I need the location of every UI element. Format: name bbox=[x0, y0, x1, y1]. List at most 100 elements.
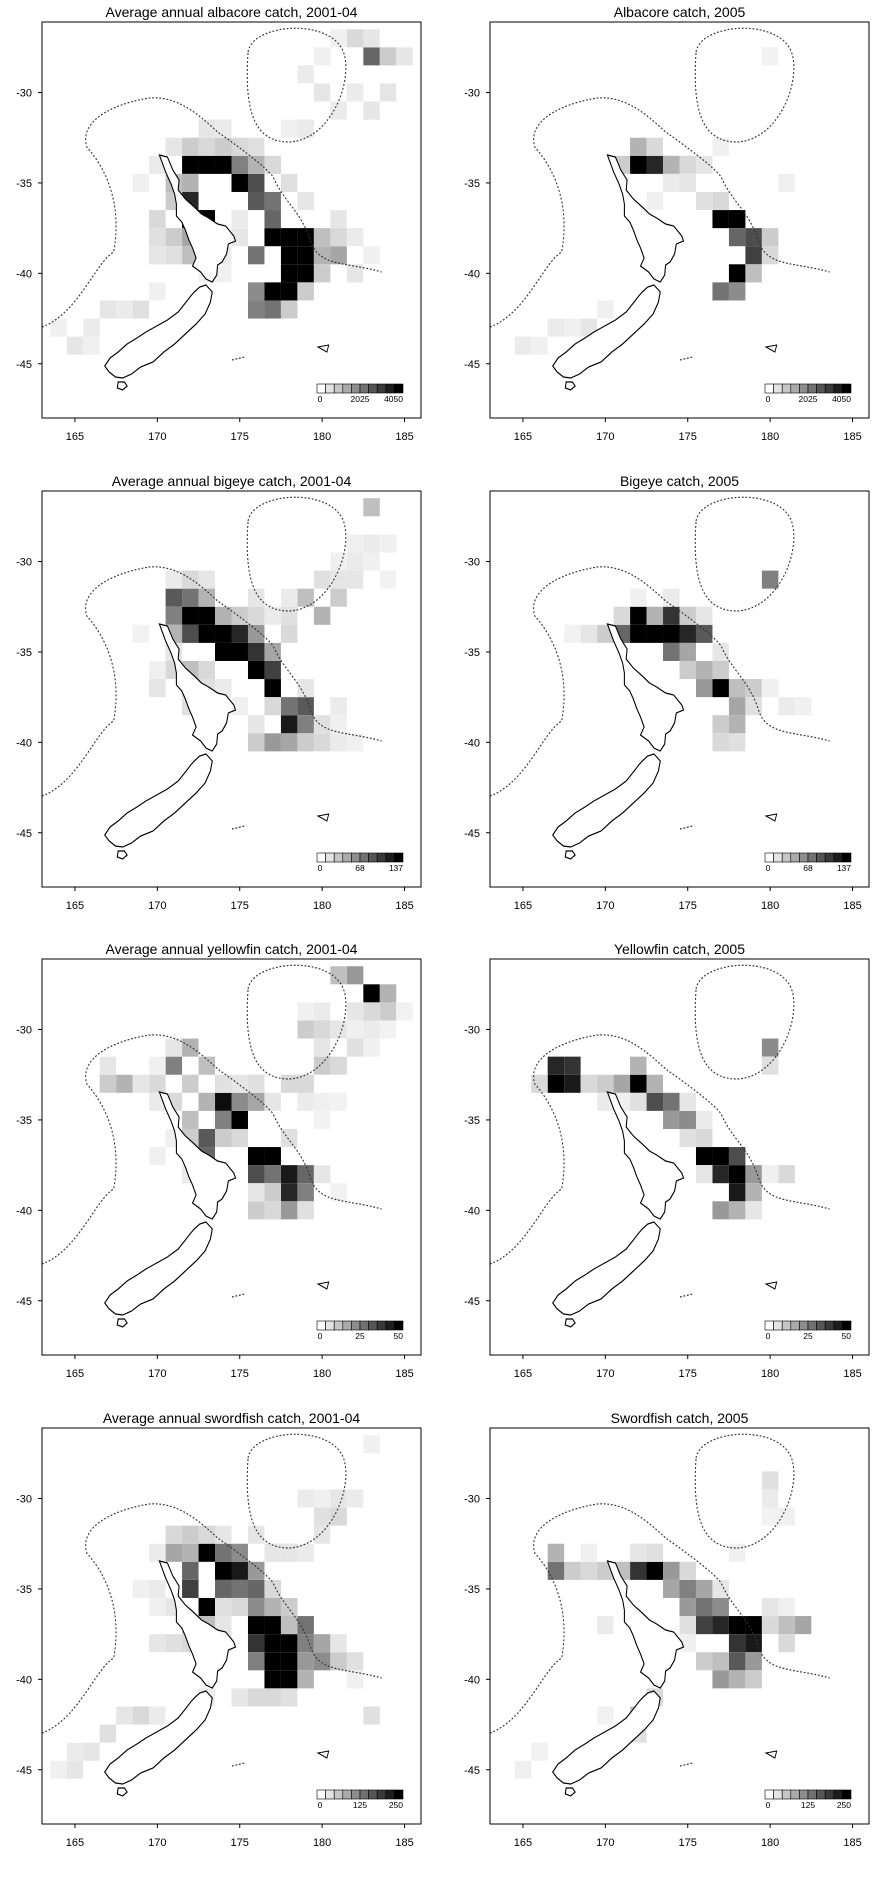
heatmap-cell bbox=[99, 1724, 117, 1743]
y-tick-label: -40 bbox=[464, 1674, 480, 1686]
heatmap-cell bbox=[663, 173, 680, 192]
y-tick-label: -35 bbox=[464, 1584, 480, 1596]
panel: Average annual bigeye catch, 2001-04 -30 -… bbox=[16, 473, 422, 912]
heatmap-cell bbox=[646, 1074, 664, 1093]
heatmap-cell bbox=[132, 1579, 150, 1598]
y-tick-label: -45 bbox=[464, 828, 480, 840]
heatmap-cell bbox=[564, 1074, 581, 1093]
plot-frame bbox=[41, 490, 422, 888]
heatmap-cell bbox=[149, 246, 166, 265]
heatmap-cell bbox=[215, 624, 232, 643]
heatmap-cell bbox=[514, 1760, 532, 1779]
heatmap-cell bbox=[712, 642, 729, 661]
legend-label: 0 bbox=[318, 394, 323, 404]
legend-swatch bbox=[842, 852, 852, 863]
panel-title: Albacore catch, 2005 bbox=[614, 4, 746, 20]
heatmap-cell bbox=[330, 1020, 347, 1039]
y-tick-label: -35 bbox=[16, 647, 32, 659]
x-tick-label: 185 bbox=[843, 1368, 861, 1380]
legend: 0 25 50 bbox=[764, 1320, 852, 1341]
heatmap-cell bbox=[630, 1561, 647, 1580]
x-tick-label: 165 bbox=[66, 1368, 84, 1380]
heatmap-cell bbox=[247, 1597, 265, 1617]
heatmap-cell bbox=[198, 588, 216, 607]
heatmap-cell bbox=[182, 1074, 199, 1093]
legend-swatch bbox=[790, 1320, 800, 1331]
legend-swatch bbox=[368, 1789, 378, 1800]
panel-title: Average annual bigeye catch, 2001-04 bbox=[112, 473, 352, 489]
eez-boundary bbox=[41, 27, 382, 328]
heatmap-cell bbox=[198, 570, 216, 589]
legend-swatch bbox=[342, 1320, 352, 1331]
heatmap-cell bbox=[247, 606, 265, 625]
y-tick-label: -45 bbox=[16, 1765, 32, 1777]
legend-swatch bbox=[790, 1789, 800, 1800]
x-tick-label: 175 bbox=[231, 431, 249, 443]
heatmap-cell bbox=[363, 1038, 380, 1057]
y-tick-label: -40 bbox=[16, 737, 32, 749]
coastline bbox=[104, 1690, 213, 1785]
heatmap-cell bbox=[182, 155, 199, 174]
heatmap-cell bbox=[297, 1634, 314, 1653]
legend-swatch bbox=[385, 1789, 395, 1800]
heatmap-cell bbox=[50, 318, 67, 337]
coastline bbox=[116, 850, 128, 860]
legend-label: 0 bbox=[766, 1800, 771, 1810]
y-tick-label: -45 bbox=[16, 1296, 32, 1308]
plot-frame bbox=[489, 490, 870, 888]
heatmap-cell bbox=[630, 1056, 647, 1075]
heatmap-cell bbox=[547, 318, 565, 337]
heatmap-cell bbox=[182, 1038, 199, 1057]
panel: Average annual yellowfin catch, 2001-04 -… bbox=[16, 941, 422, 1380]
heatmap-cell bbox=[297, 191, 314, 211]
heatmap-cell bbox=[346, 83, 364, 102]
heatmap-cell bbox=[198, 1597, 216, 1617]
heatmap-cell bbox=[280, 264, 298, 283]
heatmap-cell bbox=[280, 588, 298, 607]
heatmap-cell bbox=[280, 1597, 298, 1617]
heatmap-cell bbox=[346, 1038, 364, 1057]
heatmap-cell bbox=[728, 210, 746, 229]
heatmap-cell bbox=[247, 1183, 265, 1202]
heatmap-cell bbox=[346, 552, 364, 571]
legend-swatch bbox=[799, 383, 809, 394]
heatmap-cell bbox=[280, 173, 298, 192]
legend-swatch bbox=[764, 383, 774, 394]
x-tick-label: 165 bbox=[514, 1837, 532, 1849]
plot-frame bbox=[489, 1427, 870, 1825]
heatmap-cell bbox=[215, 679, 232, 698]
heatmap-cell bbox=[630, 155, 647, 174]
heatmap-cell bbox=[745, 1165, 762, 1184]
heatmap-cell bbox=[247, 137, 265, 156]
heatmap-cell bbox=[728, 1183, 746, 1202]
heatmap-cell bbox=[231, 155, 248, 174]
heatmap-cell bbox=[679, 1597, 696, 1617]
plot-background bbox=[490, 22, 869, 418]
heatmap-cell bbox=[50, 1760, 67, 1779]
heatmap-cell bbox=[66, 336, 84, 355]
legend-swatch bbox=[824, 852, 835, 863]
heatmap-cell bbox=[247, 191, 265, 211]
legend-label: 0 bbox=[318, 1331, 323, 1341]
heatmap-cell bbox=[247, 300, 265, 319]
heatmap-cell bbox=[679, 1634, 696, 1653]
legend-label: 137 bbox=[389, 863, 403, 873]
heatmap-cell bbox=[313, 606, 331, 625]
heatmap-cell bbox=[728, 1147, 746, 1166]
heatmap-cell bbox=[231, 1688, 248, 1707]
heatmap-cell bbox=[198, 119, 216, 138]
heatmap-cell bbox=[531, 336, 548, 355]
heatmap-cell bbox=[198, 624, 216, 643]
heatmap-cell bbox=[99, 1074, 117, 1093]
heatmap-cell bbox=[231, 642, 248, 661]
legend-swatch bbox=[764, 1320, 774, 1331]
chatham-islands bbox=[764, 1750, 778, 1759]
x-tick-label: 185 bbox=[395, 431, 413, 443]
heatmap-cell bbox=[346, 966, 364, 985]
heatmap-cell bbox=[330, 1634, 347, 1653]
heatmap-cell bbox=[313, 1507, 331, 1526]
heatmap-cell bbox=[215, 1597, 232, 1617]
y-tick-label: -30 bbox=[464, 88, 480, 100]
heatmap-cell bbox=[679, 642, 696, 661]
heatmap-cell bbox=[346, 570, 364, 589]
